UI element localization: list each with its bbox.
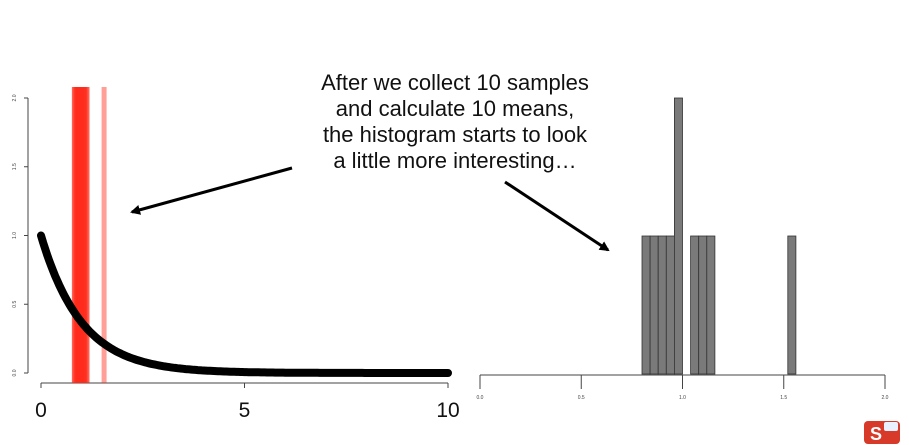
logo-badge: S bbox=[864, 421, 900, 444]
arrow-to-histogram bbox=[504, 180, 610, 252]
exponential-plot: 0.0 0.5 1.0 1.5 2.0 0 5 10 bbox=[12, 87, 460, 422]
sample-mean-line bbox=[101, 87, 107, 383]
histogram-bar bbox=[649, 235, 659, 375]
x-tick-label: 0.5 bbox=[578, 395, 585, 401]
x-tick-label: 0 bbox=[35, 399, 47, 422]
x-tick-label: 0.0 bbox=[477, 395, 484, 401]
caption: After we collect 10 samples and calculat… bbox=[285, 70, 625, 174]
exponential-curve bbox=[37, 231, 452, 377]
x-tick-label: 2.0 bbox=[882, 395, 889, 401]
histogram-bar bbox=[657, 235, 667, 375]
x-tick-label: 1.0 bbox=[679, 395, 686, 401]
x-tick-label: 10 bbox=[436, 399, 459, 422]
logo-text: S bbox=[870, 424, 882, 444]
y-tick-label: 1.0 bbox=[12, 232, 18, 239]
histogram-plot: 0.0 0.5 1.0 1.5 2.0 bbox=[477, 97, 889, 401]
x-tick-label: 5 bbox=[239, 399, 251, 422]
histogram-bar bbox=[787, 235, 797, 375]
histogram-bar bbox=[674, 97, 683, 375]
histogram-bar bbox=[641, 235, 651, 375]
arrow-to-left-plot bbox=[130, 166, 293, 215]
histogram-bar bbox=[698, 235, 708, 375]
sample-mean-line bbox=[84, 87, 90, 383]
y-tick-label: 2.0 bbox=[12, 94, 18, 101]
histogram-bar bbox=[706, 235, 716, 375]
y-tick-label: 0.0 bbox=[12, 369, 18, 376]
caption-line: and calculate 10 means, bbox=[335, 96, 575, 121]
y-tick-label: 1.5 bbox=[12, 163, 18, 170]
x-tick-label: 1.5 bbox=[780, 395, 787, 401]
caption-line: After we collect 10 samples bbox=[321, 70, 589, 95]
histogram-bar bbox=[665, 235, 675, 375]
histogram-bar bbox=[690, 235, 700, 375]
caption-line: the histogram starts to look bbox=[322, 122, 588, 147]
y-tick-label: 0.5 bbox=[12, 301, 18, 308]
caption-line: a little more interesting… bbox=[333, 148, 577, 173]
